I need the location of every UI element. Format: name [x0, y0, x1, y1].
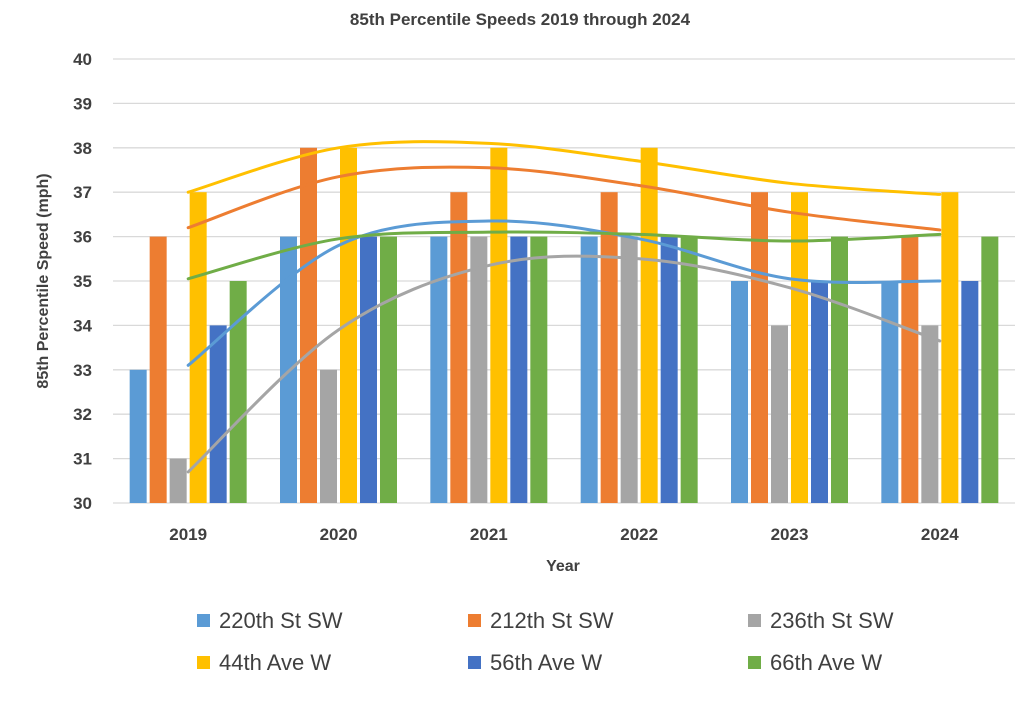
bar-220th-st-sw-2024 [881, 281, 899, 503]
bar-236th-st-sw-2023 [771, 325, 788, 503]
trendline-212th-st-sw [186, 165, 942, 232]
y-tick-label: 30 [73, 494, 92, 513]
bar-212th-st-sw-2024 [901, 236, 919, 503]
y-axis-label: 85th Percentile Speed (mph) [35, 173, 52, 388]
gridlines [113, 58, 1015, 504]
y-tick-label: 32 [73, 405, 92, 424]
bar-220th-st-sw-2022 [580, 236, 598, 503]
bar-44th-ave-w-2024 [941, 192, 959, 503]
legend-label: 220th St SW [219, 608, 343, 633]
bar-236th-st-sw-2024 [921, 325, 939, 503]
bar-220th-st-sw-2021 [430, 236, 448, 503]
bar-66th-ave-w-2022 [680, 236, 698, 503]
bar-44th-ave-w-2023 [791, 192, 808, 503]
bar-56th-ave-w-2021 [510, 236, 528, 503]
x-tick-label: 2020 [320, 525, 358, 544]
y-tick-labels: 30 31 32 33 34 35 36 37 38 39 40 [73, 50, 92, 513]
bars [129, 147, 999, 504]
y-tick-label: 38 [73, 139, 92, 158]
legend-label: 44th Ave W [219, 650, 331, 675]
bar-212th-st-sw-2023 [751, 192, 768, 503]
y-tick-label: 37 [73, 183, 92, 202]
bar-236th-st-sw-2019 [169, 458, 187, 503]
bar-212th-st-sw-2020 [300, 147, 317, 504]
trendline-44th-ave-w [186, 140, 942, 196]
bar-236th-st-sw-2020 [320, 369, 337, 503]
legend-swatch [748, 656, 761, 669]
bar-212th-st-sw-2019 [149, 236, 167, 503]
bar-66th-ave-w-2019 [229, 281, 247, 503]
y-tick-label: 40 [73, 50, 92, 69]
bar-236th-st-sw-2021 [470, 236, 488, 503]
legend-swatch [468, 656, 481, 669]
trendlines [186, 140, 942, 474]
bar-56th-ave-w-2019 [209, 325, 227, 503]
legend-label: 66th Ave W [770, 650, 882, 675]
x-tick-label: 2023 [771, 525, 809, 544]
bar-66th-ave-w-2021 [530, 236, 548, 503]
x-tick-labels: 2019 2020 2021 2022 2023 2024 [169, 525, 959, 544]
legend: 220th St SW 212th St SW 236th St SW 44th Av… [197, 608, 894, 675]
legend-swatch [468, 614, 481, 627]
legend-label: 56th Ave W [490, 650, 602, 675]
trendline-236th-st-sw [186, 254, 942, 474]
bar-220th-st-sw-2023 [731, 281, 748, 503]
legend-swatch [197, 656, 210, 669]
bar-56th-ave-w-2024 [961, 281, 979, 503]
bar-212th-st-sw-2021 [450, 192, 468, 503]
x-tick-label: 2021 [470, 525, 508, 544]
bar-44th-ave-w-2021 [490, 147, 508, 504]
y-tick-label: 31 [73, 450, 92, 469]
x-tick-label: 2022 [620, 525, 658, 544]
chart-title: 85th Percentile Speeds 2019 through 2024 [350, 10, 691, 29]
bar-56th-ave-w-2020 [360, 236, 377, 503]
bar-44th-ave-w-2019 [189, 192, 207, 503]
y-tick-label: 39 [73, 94, 92, 113]
y-tick-label: 36 [73, 228, 92, 247]
x-tick-label: 2019 [169, 525, 207, 544]
legend-label: 212th St SW [490, 608, 614, 633]
bar-66th-ave-w-2024 [981, 236, 999, 503]
bar-66th-ave-w-2023 [831, 236, 848, 503]
trendline-66th-ave-w [186, 230, 942, 281]
x-tick-label: 2024 [921, 525, 959, 544]
bar-220th-st-sw-2019 [129, 369, 147, 503]
legend-label: 236th St SW [770, 608, 894, 633]
bar-44th-ave-w-2022 [640, 147, 658, 504]
trendline-220th-st-sw [186, 219, 942, 367]
bar-212th-st-sw-2022 [600, 192, 618, 503]
y-tick-label: 34 [73, 316, 92, 335]
bar-56th-ave-w-2023 [811, 281, 828, 503]
bar-56th-ave-w-2022 [660, 236, 678, 503]
y-tick-label: 35 [73, 272, 92, 291]
legend-swatch [197, 614, 210, 627]
x-axis-label: Year [546, 558, 580, 575]
legend-swatch [748, 614, 761, 627]
bar-236th-st-sw-2022 [620, 236, 638, 503]
y-tick-label: 33 [73, 361, 92, 380]
bar-66th-ave-w-2020 [380, 236, 397, 503]
